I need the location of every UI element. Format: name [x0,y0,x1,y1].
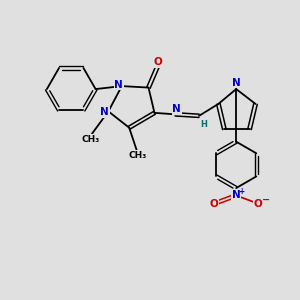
Text: N: N [232,77,241,88]
Text: N: N [114,80,123,90]
Text: O: O [153,57,162,67]
Text: CH₃: CH₃ [81,134,100,143]
Text: −: − [262,195,270,205]
Text: N: N [172,104,181,114]
Text: N: N [232,190,241,200]
Text: CH₃: CH₃ [129,151,147,160]
Text: O: O [210,199,219,209]
Text: N: N [100,107,109,117]
Text: H: H [200,120,207,129]
Text: +: + [238,187,245,196]
Text: O: O [254,199,262,209]
